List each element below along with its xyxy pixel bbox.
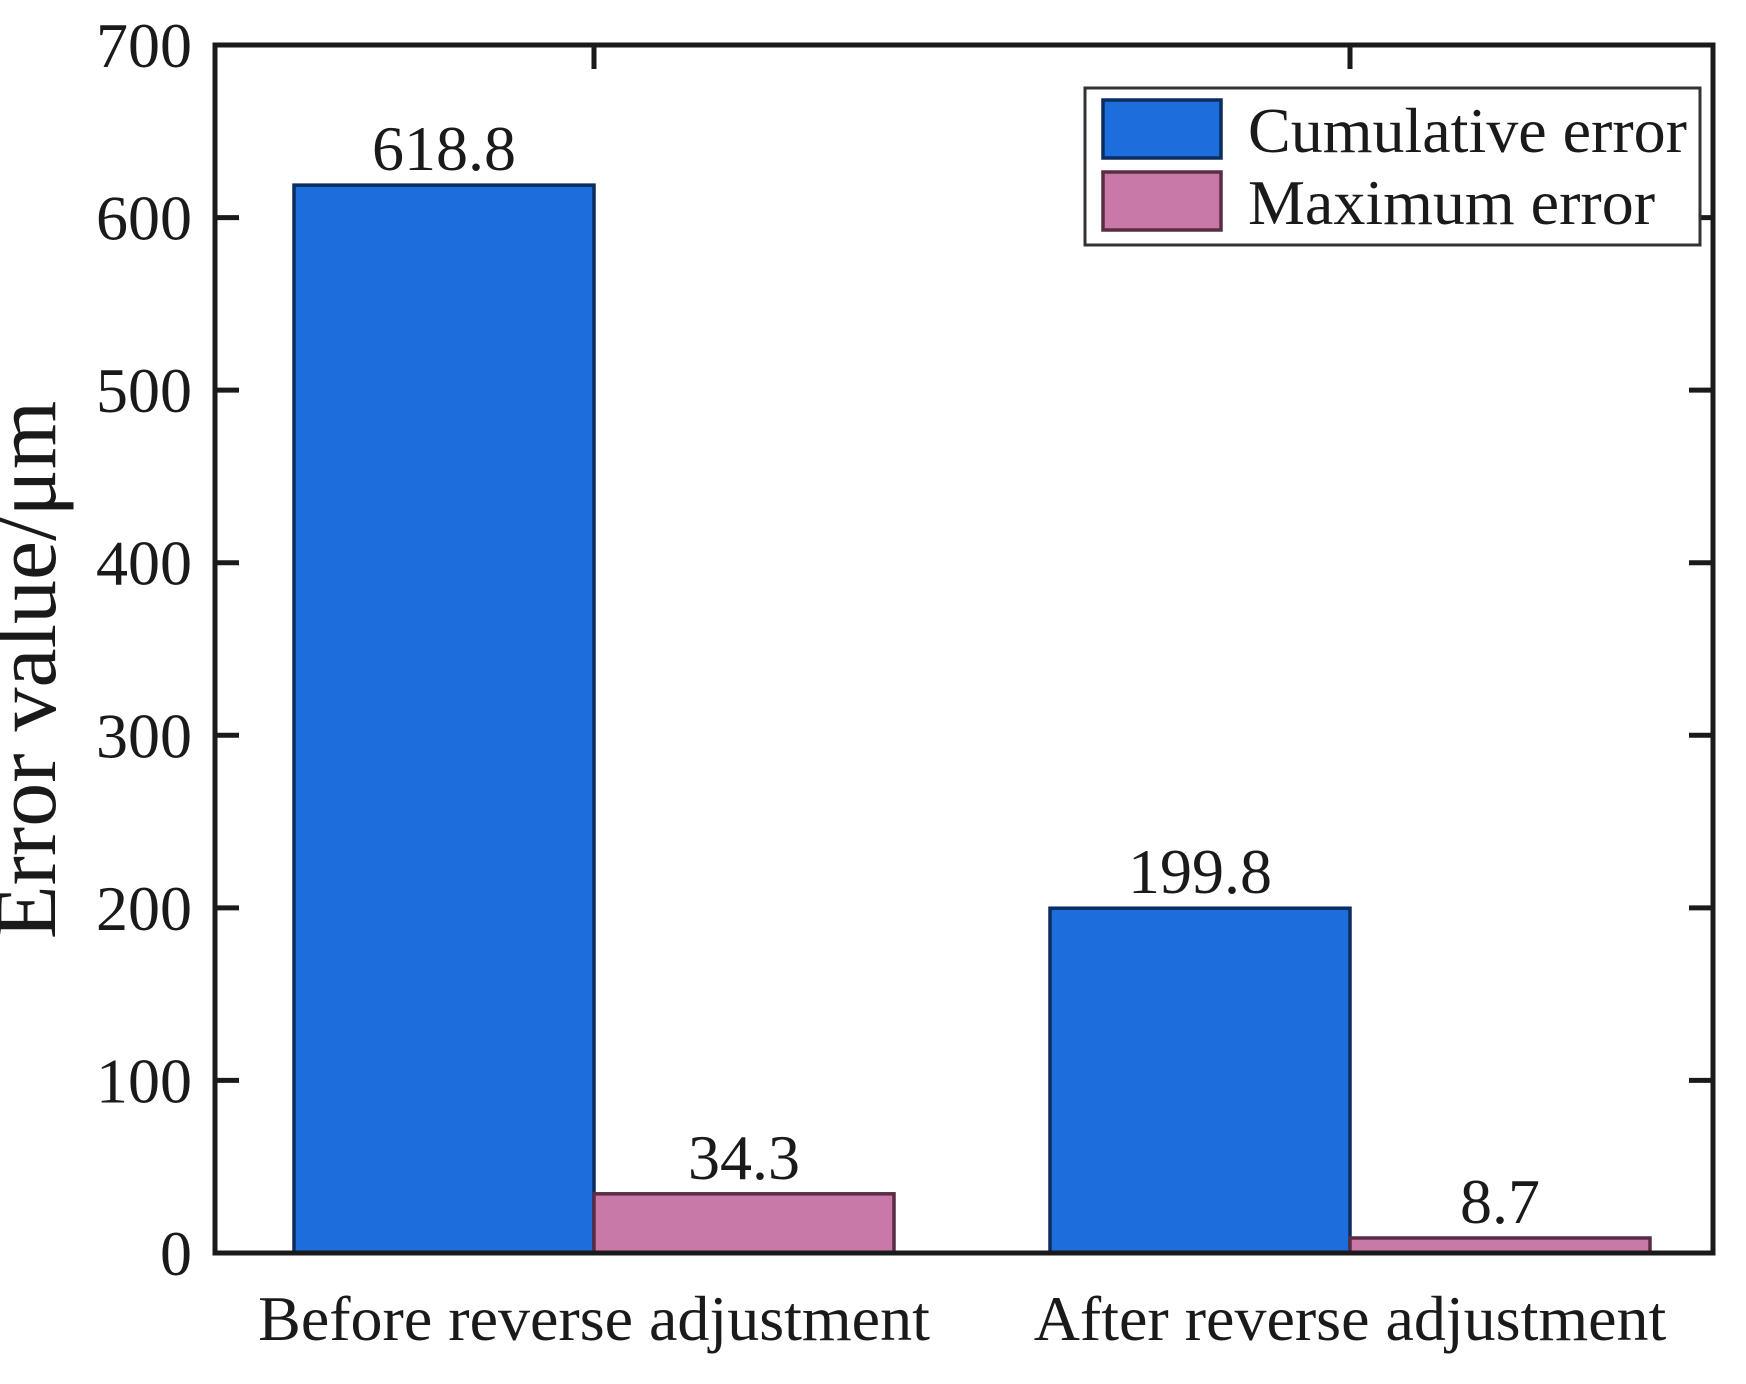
legend-swatch-cumulative-error [1101, 98, 1223, 160]
bar-value-label: 8.7 [1460, 1166, 1540, 1237]
x-category-label: After reverse adjustment [1034, 1283, 1667, 1354]
y-tick-label: 0 [160, 1218, 192, 1289]
y-tick-label: 500 [96, 355, 192, 426]
plot-frame [212, 42, 1716, 1256]
y-tick-label: 600 [96, 183, 192, 254]
legend-swatch-maximum-error [1101, 170, 1223, 232]
y-axis-title: Error value/μm [0, 401, 75, 939]
bar-value-label: 618.8 [372, 113, 516, 184]
y-tick-label: 300 [96, 700, 192, 771]
x-category-label: Before reverse adjustment [258, 1283, 930, 1354]
bar-value-label: 34.3 [688, 1122, 800, 1193]
legend-label: Cumulative error [1248, 95, 1687, 166]
y-tick-label: 700 [96, 10, 192, 81]
bar-maximum-error-group0 [592, 1192, 896, 1255]
bar-cumulative-error-group0 [292, 183, 596, 1255]
y-tick-label: 400 [96, 528, 192, 599]
y-tick-label: 100 [96, 1045, 192, 1116]
y-tick-label: 200 [96, 873, 192, 944]
legend-label: Maximum error [1248, 167, 1655, 238]
bar-cumulative-error-group1 [1048, 906, 1352, 1255]
bar-value-label: 199.8 [1128, 836, 1272, 907]
